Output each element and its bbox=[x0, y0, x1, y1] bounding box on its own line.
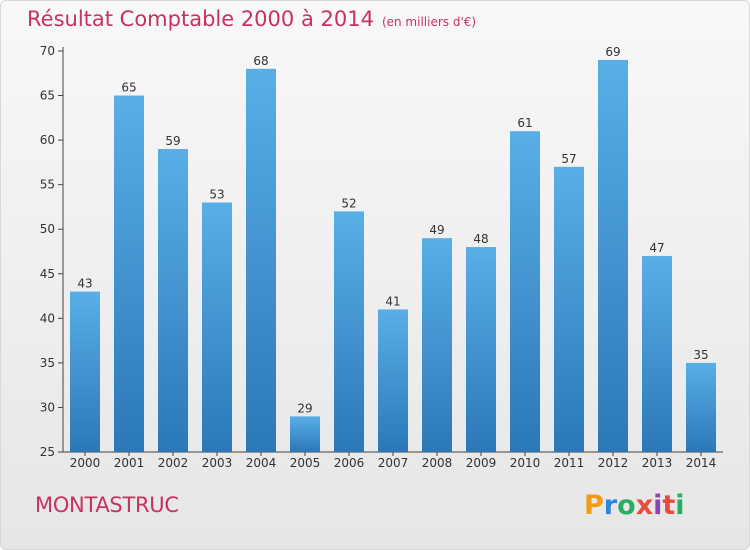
logo-letter: i bbox=[675, 490, 685, 521]
x-tick-label: 2001 bbox=[114, 456, 145, 470]
y-tick-label: 70 bbox=[40, 44, 55, 58]
y-tick-label: 25 bbox=[40, 445, 55, 459]
chart-subtitle: (en milliers d'€) bbox=[381, 15, 477, 29]
bar-value-label: 68 bbox=[253, 54, 268, 68]
y-tick-label: 65 bbox=[40, 89, 55, 103]
bar bbox=[422, 238, 452, 452]
bar-value-label: 57 bbox=[561, 152, 576, 166]
y-tick-label: 55 bbox=[40, 178, 55, 192]
x-tick-label: 2011 bbox=[554, 456, 585, 470]
bar bbox=[70, 291, 100, 452]
x-tick-label: 2002 bbox=[158, 456, 189, 470]
x-tick-label: 2010 bbox=[510, 456, 541, 470]
x-tick-label: 2009 bbox=[466, 456, 497, 470]
y-tick-label: 45 bbox=[40, 267, 55, 281]
bar-value-label: 35 bbox=[693, 348, 708, 362]
y-tick-label: 60 bbox=[40, 133, 55, 147]
bar-value-label: 47 bbox=[649, 241, 664, 255]
logo-letter: o bbox=[617, 490, 636, 521]
bar-value-label: 52 bbox=[341, 196, 356, 210]
bar bbox=[158, 149, 188, 452]
bar-value-label: 48 bbox=[473, 232, 488, 246]
bar-value-label: 41 bbox=[385, 294, 400, 308]
chart-title: Résultat Comptable 2000 à 2014 bbox=[27, 7, 374, 31]
bar-value-label: 49 bbox=[429, 223, 444, 237]
title-row: Résultat Comptable 2000 à 2014 (en millie… bbox=[27, 7, 476, 31]
commune-name: MONTASTRUC bbox=[35, 493, 179, 517]
bar-value-label: 69 bbox=[605, 45, 620, 59]
bar-value-label: 43 bbox=[77, 277, 92, 291]
bar-value-label: 53 bbox=[209, 187, 224, 201]
x-tick-label: 2003 bbox=[202, 456, 233, 470]
bar-value-label: 59 bbox=[165, 134, 180, 148]
logo-letter: i bbox=[653, 490, 663, 521]
x-tick-label: 2008 bbox=[422, 456, 453, 470]
logo-letter: P bbox=[584, 490, 604, 521]
bar bbox=[334, 211, 364, 452]
bar bbox=[466, 247, 496, 452]
x-tick-label: 2012 bbox=[598, 456, 629, 470]
y-tick-label: 35 bbox=[40, 356, 55, 370]
bar bbox=[378, 309, 408, 452]
bar bbox=[642, 255, 672, 452]
x-tick-label: 2005 bbox=[290, 456, 321, 470]
y-tick-label: 40 bbox=[40, 311, 55, 325]
x-tick-label: 2006 bbox=[334, 456, 365, 470]
x-tick-label: 2013 bbox=[642, 456, 673, 470]
x-tick-label: 2014 bbox=[686, 456, 717, 470]
x-tick-label: 2000 bbox=[70, 456, 101, 470]
bar bbox=[686, 362, 716, 452]
logo-letter: t bbox=[662, 490, 676, 521]
bar-value-label: 61 bbox=[517, 116, 532, 130]
bar-value-label: 65 bbox=[121, 81, 136, 95]
bar-value-label: 29 bbox=[297, 401, 312, 415]
bar bbox=[246, 68, 276, 453]
bar bbox=[510, 131, 540, 452]
y-tick-label: 30 bbox=[40, 400, 55, 414]
bar bbox=[202, 202, 232, 452]
bar bbox=[114, 95, 144, 453]
x-tick-label: 2007 bbox=[378, 456, 409, 470]
bar bbox=[290, 416, 320, 452]
bar bbox=[554, 166, 584, 452]
bar bbox=[598, 59, 628, 453]
proxiti-logo: Proxiti bbox=[584, 490, 685, 521]
x-tick-label: 2004 bbox=[246, 456, 277, 470]
y-tick-label: 50 bbox=[40, 222, 55, 236]
logo-letter: r bbox=[603, 490, 618, 521]
logo-letter: x bbox=[635, 490, 654, 521]
